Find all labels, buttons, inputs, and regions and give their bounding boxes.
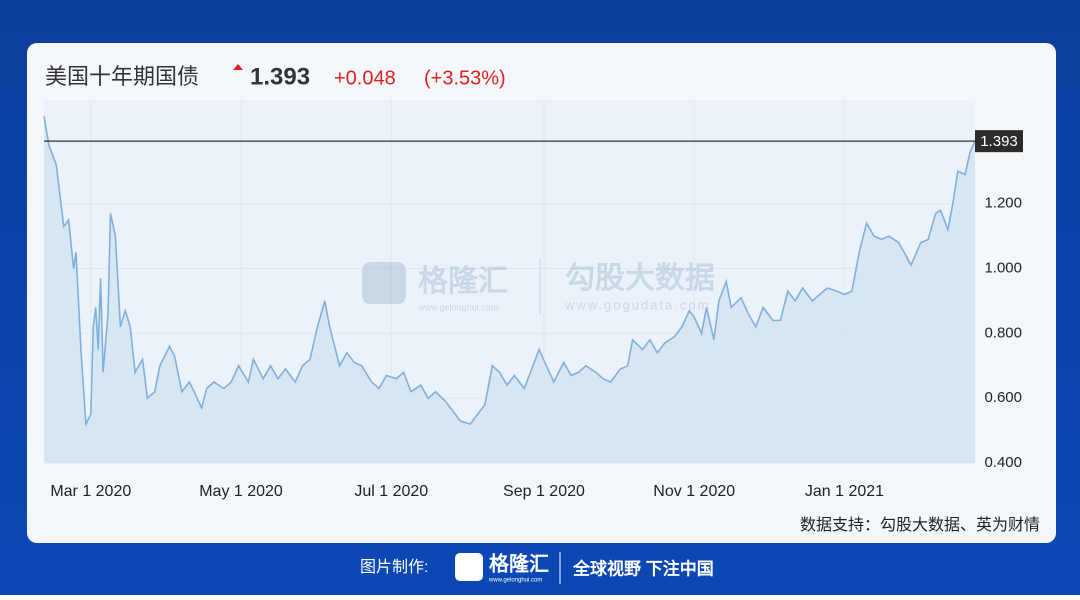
up-arrow xyxy=(233,64,243,70)
y-tick-label: 0.600 xyxy=(984,389,1022,406)
line xyxy=(43,116,976,428)
footer-logo-icon xyxy=(455,553,483,581)
area xyxy=(44,116,975,463)
y-tick-label: 1.000 xyxy=(984,260,1022,277)
plot-layer xyxy=(43,100,976,464)
header-price: 1.393 xyxy=(250,63,310,90)
x-tick-label: May 1 2020 xyxy=(199,483,283,500)
footer-slogan: 全球视野 下注中国 xyxy=(572,558,714,578)
footer-logo-url: www.gelonghui.com xyxy=(488,578,542,584)
watermark: 格隆汇 www.gelonghui.com 勾股大数据 www.gogudata… xyxy=(362,258,715,314)
source-note: 数据支持：勾股大数据、英为财情 xyxy=(800,516,1040,534)
watermark-brand: 格隆汇 xyxy=(418,265,508,298)
watermark-partner: 勾股大数据 xyxy=(565,262,715,295)
y-tick-label: 0.800 xyxy=(984,324,1022,341)
reference-label-box xyxy=(975,130,1023,153)
watermark-url: www.gelonghui.com xyxy=(417,302,498,312)
watermark-logo xyxy=(362,262,406,304)
x-tick-label: Jul 1 2020 xyxy=(354,483,428,500)
x-tick-label: Jan 1 2021 xyxy=(805,483,884,500)
header-title: 美国十年期国债 xyxy=(45,64,199,89)
x-tick-label: Mar 1 2020 xyxy=(50,483,131,500)
footer-label: 图片制作: xyxy=(360,558,428,576)
y-tick-label: 1.200 xyxy=(984,195,1022,212)
footer-logo: 格隆汇 xyxy=(489,551,549,575)
reference-label: 1.393 xyxy=(980,133,1018,150)
x-tick-label: Sep 1 2020 xyxy=(503,483,585,500)
header-change-pct: (+3.53%) xyxy=(424,67,506,89)
y-tick-label: 0.400 xyxy=(984,454,1022,471)
header-change: +0.048 xyxy=(334,67,396,89)
watermark-partner-url: www.gogudata.com xyxy=(564,297,710,312)
x-tick-label: Nov 1 2020 xyxy=(653,483,735,500)
